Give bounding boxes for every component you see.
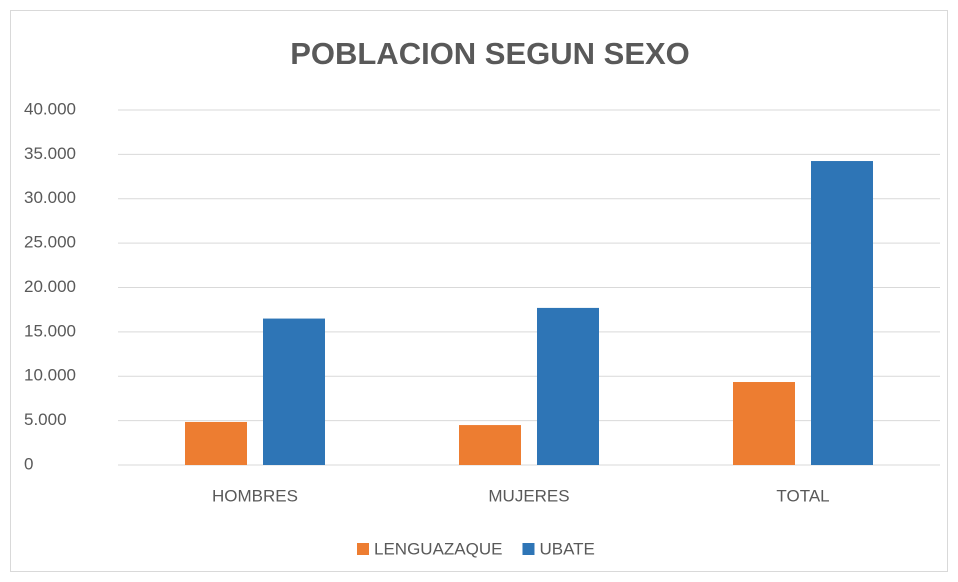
x-tick-label: HOMBRES xyxy=(212,486,298,505)
legend-label: UBATE xyxy=(539,539,594,558)
x-tick-label: MUJERES xyxy=(488,486,569,505)
y-tick-label: 20.000 xyxy=(24,277,76,296)
legend-label: LENGUAZAQUE xyxy=(374,539,502,558)
y-tick-label: 10.000 xyxy=(24,366,76,385)
bar xyxy=(459,425,521,465)
bar xyxy=(537,307,599,465)
y-tick-label: 5.000 xyxy=(24,410,67,429)
bar xyxy=(733,382,795,465)
bar xyxy=(185,421,247,465)
chart-border xyxy=(10,10,948,572)
y-tick-label: 40.000 xyxy=(24,99,76,118)
y-tick-label: 25.000 xyxy=(24,233,76,252)
y-tick-label: 35.000 xyxy=(24,144,76,163)
bar xyxy=(811,161,873,465)
y-tick-label: 15.000 xyxy=(24,321,76,340)
legend-swatch xyxy=(357,543,369,555)
y-tick-label: 30.000 xyxy=(24,188,76,207)
y-tick-label: 0 xyxy=(24,454,33,473)
chart-title: POBLACION SEGUN SEXO xyxy=(290,36,690,71)
bar xyxy=(263,318,325,465)
x-tick-label: TOTAL xyxy=(776,486,829,505)
legend-swatch xyxy=(522,543,535,555)
